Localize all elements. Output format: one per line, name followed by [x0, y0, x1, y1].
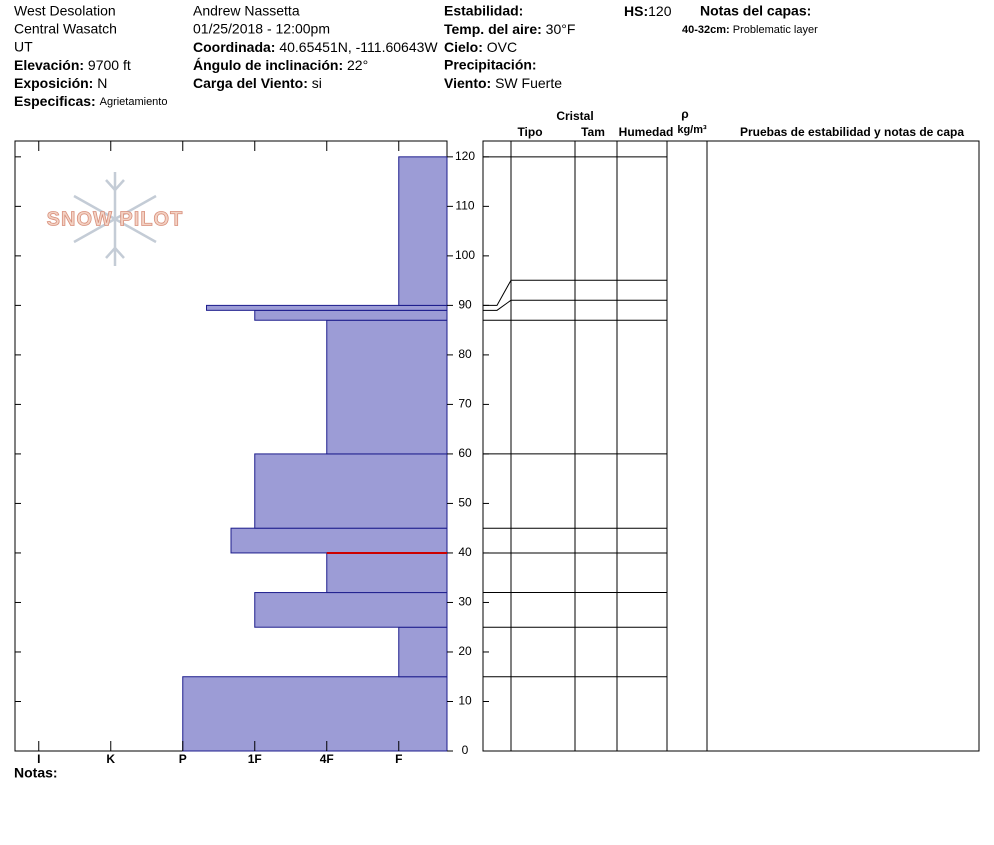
layer-bar	[230, 527, 448, 554]
x-tick-label: K	[106, 752, 115, 766]
label: Coordinada:	[193, 39, 275, 55]
layer-bar	[254, 309, 448, 321]
value: 22°	[347, 57, 368, 73]
value: 30°F	[546, 21, 576, 37]
label: Especificas:	[14, 93, 96, 109]
x-tick-label: F	[395, 752, 402, 766]
y-tick-label: 50	[458, 496, 472, 510]
y-tick-label: 20	[458, 644, 472, 658]
y-tick-label: 10	[458, 694, 472, 708]
table-line	[483, 279, 667, 306]
y-tick-label: 110	[455, 199, 474, 213]
label: HS:	[624, 3, 648, 19]
layer-bar	[398, 156, 448, 306]
field: Exposición: N	[14, 75, 107, 91]
field: Ángulo de inclinación: 22°	[193, 57, 368, 73]
value: 9700 ft	[88, 57, 131, 73]
y-tick-label: 90	[458, 298, 472, 312]
col-header: Cristal	[556, 109, 593, 123]
field: Coordinada: 40.65451N, -111.60643W	[193, 39, 438, 55]
y-tick-label: 30	[458, 595, 472, 609]
value: 40.65451N, -111.60643W	[279, 39, 438, 55]
label: Estabilidad:	[444, 3, 523, 19]
field: Viento: SW Fuerte	[444, 75, 562, 91]
label: Ángulo de inclinación:	[193, 57, 343, 73]
range: 40-32cm:	[682, 24, 730, 36]
note: Problematic layer	[733, 24, 818, 36]
label: Precipitación:	[444, 57, 537, 73]
layer-bar	[326, 552, 448, 594]
label: Carga del Viento:	[193, 75, 308, 91]
value: 120	[648, 3, 672, 19]
col-header: Pruebas de estabilidad y notas de capa	[740, 125, 964, 139]
y-tick-label: 100	[455, 248, 475, 262]
x-tick-label: 4F	[320, 752, 334, 766]
y-tick-label: 120	[455, 149, 475, 163]
col-header: Humedad	[619, 125, 674, 139]
field: HS:120	[624, 3, 672, 19]
value: SW Fuerte	[495, 75, 562, 91]
value: si	[312, 75, 322, 91]
field: Carga del Viento: si	[193, 75, 322, 91]
layer-bar	[254, 453, 448, 529]
x-tick-label: I	[37, 752, 40, 766]
col-header: ρ	[681, 107, 688, 121]
layer-bar	[182, 676, 448, 752]
y-tick-label: 0	[462, 743, 469, 757]
notes-label: Notas:	[14, 765, 58, 781]
col-header: Tipo	[517, 125, 542, 139]
value: OVC	[487, 39, 517, 55]
logo: SNOW PILOT	[47, 208, 184, 230]
label: Temp. del aire:	[444, 21, 542, 37]
x-tick-label: P	[179, 752, 187, 766]
col-header: Tam	[581, 125, 605, 139]
site: Central Wasatch	[14, 21, 117, 37]
field: Elevación: 9700 ft	[14, 57, 131, 73]
layer-bar	[254, 592, 448, 628]
value: Agrietamiento	[100, 96, 168, 108]
field: Temp. del aire: 30°F	[444, 21, 575, 37]
y-tick-label: 80	[458, 347, 472, 361]
col-header: kg/m³	[677, 124, 707, 136]
datetime: 01/25/2018 - 12:00pm	[193, 21, 330, 37]
layer-bar	[398, 626, 448, 678]
x-tick-label: 1F	[248, 752, 262, 766]
y-tick-label: 40	[458, 545, 472, 559]
field: Cielo: OVC	[444, 39, 517, 55]
label: Exposición:	[14, 75, 93, 91]
site: West Desolation	[14, 3, 116, 19]
label: Cielo:	[444, 39, 483, 55]
y-tick-label: 70	[458, 397, 472, 411]
layer-bar	[206, 304, 448, 311]
site: UT	[14, 39, 33, 55]
layer-note: 40-32cm: Problematic layer	[682, 24, 818, 36]
table-frame	[482, 140, 980, 752]
notes-title: Notas del capas:	[700, 3, 811, 19]
logo-flake	[73, 172, 157, 266]
label: Elevación:	[14, 57, 84, 73]
value: N	[97, 75, 107, 91]
field: Especificas: Agrietamiento	[14, 93, 167, 109]
table-line	[483, 299, 667, 311]
y-tick-label: 60	[458, 446, 472, 460]
layer-bar	[326, 319, 448, 455]
label: Viento:	[444, 75, 491, 91]
observer: Andrew Nassetta	[193, 3, 300, 19]
